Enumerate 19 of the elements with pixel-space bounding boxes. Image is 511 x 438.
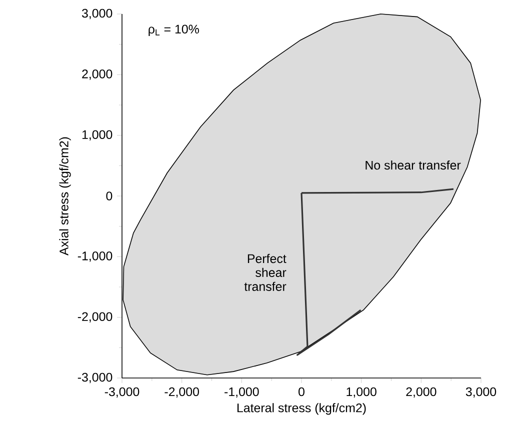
y-tick-label: 2,000 [82, 70, 112, 80]
series-label: Perfect shear transfer [244, 254, 286, 291]
x-axis-title: Lateral stress (kgf/cm2) [237, 403, 366, 415]
y-tick-label: 1,000 [82, 130, 112, 140]
y-tick-label: 3,000 [82, 8, 112, 20]
x-tick-label: -3,000 [104, 387, 140, 398]
x-tick-label: 0 [298, 387, 304, 396]
x-tick-label: -2,000 [164, 387, 199, 398]
x-tick-label: 3,000 [466, 387, 496, 398]
x-tick-label: 1,000 [346, 387, 376, 398]
y-tick-label: -3,000 [78, 372, 112, 384]
x-tick-label: 2,000 [406, 387, 436, 398]
x-tick-label: -1,000 [224, 387, 259, 398]
y-tick-label: 0 [106, 192, 112, 200]
y-tick-label: -2,000 [78, 312, 112, 322]
y-tick-label: -1,000 [78, 252, 112, 262]
y-axis-title: Axial stress (kgf/cm2) [59, 137, 71, 256]
annotation: ρ$_{L}$ = 10% [148, 24, 199, 36]
series-label: No shear transfer [366, 160, 461, 170]
